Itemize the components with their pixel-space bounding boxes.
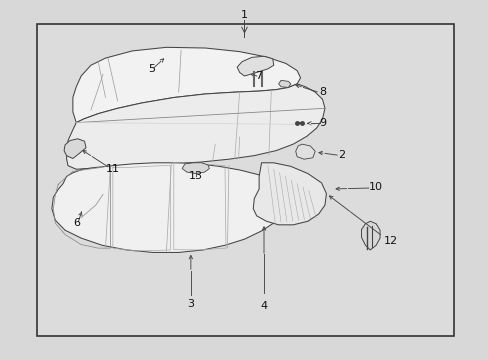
Polygon shape	[237, 56, 273, 76]
Polygon shape	[295, 144, 315, 159]
Text: 11: 11	[105, 164, 120, 174]
Polygon shape	[52, 163, 289, 252]
Text: 7: 7	[255, 71, 262, 81]
FancyBboxPatch shape	[37, 24, 453, 336]
Text: 1: 1	[241, 10, 247, 20]
Text: 3: 3	[187, 299, 194, 309]
Polygon shape	[66, 84, 325, 169]
Text: 8: 8	[318, 87, 325, 97]
Polygon shape	[361, 221, 379, 250]
Text: 6: 6	[73, 218, 80, 228]
Text: 10: 10	[368, 182, 383, 192]
Text: 4: 4	[260, 301, 267, 311]
Polygon shape	[64, 139, 86, 158]
Text: 13: 13	[188, 171, 203, 181]
Polygon shape	[278, 80, 290, 87]
Text: 2: 2	[338, 150, 345, 160]
Polygon shape	[253, 163, 326, 225]
Text: 12: 12	[383, 236, 397, 246]
Text: 5: 5	[148, 64, 155, 74]
Polygon shape	[73, 47, 300, 123]
Text: 9: 9	[318, 118, 325, 128]
Polygon shape	[182, 163, 209, 174]
